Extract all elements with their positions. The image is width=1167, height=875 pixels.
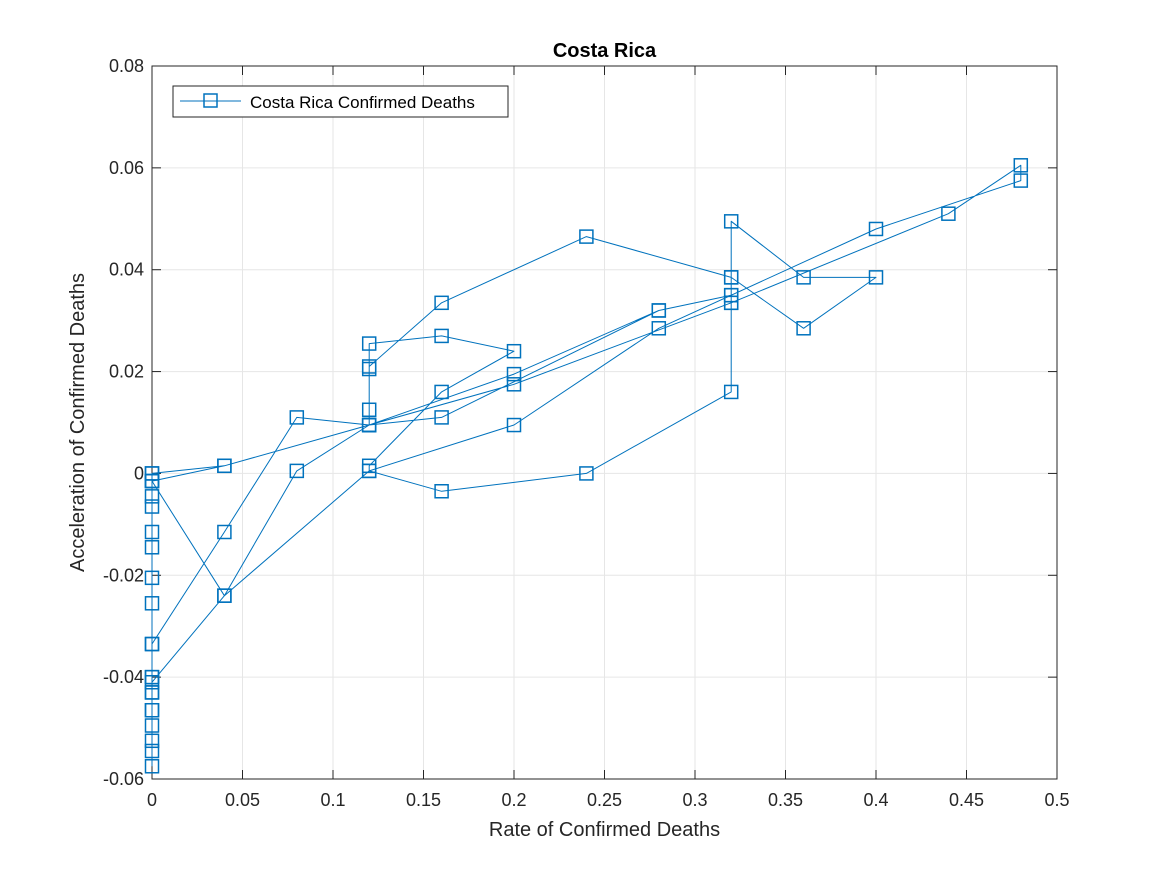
data-point	[1013, 158, 1029, 173]
y-tick-label: 0.08	[109, 56, 144, 76]
y-tick-label: 0.04	[109, 260, 144, 280]
data-point	[651, 321, 667, 336]
y-axis-label: Acceleration of Confirmed Deaths	[67, 273, 89, 572]
data-point	[144, 524, 160, 540]
data-point	[144, 540, 160, 555]
data-point	[144, 743, 160, 759]
x-tick-label: 0.1	[320, 790, 345, 810]
data-point	[144, 473, 160, 489]
y-tick-label: 0	[134, 463, 144, 483]
x-tick-label: 0.05	[225, 790, 260, 810]
y-tick-label: -0.02	[103, 565, 144, 585]
data-point	[579, 229, 594, 244]
data-point	[144, 718, 160, 733]
data-point	[144, 733, 160, 749]
x-tick-label: 0.3	[682, 790, 707, 810]
y-tick-label: 0.06	[109, 158, 144, 178]
x-tick-label: 0.15	[406, 790, 441, 810]
data-point	[723, 214, 739, 229]
data-point	[434, 410, 449, 425]
x-tick-label: 0.5	[1044, 790, 1069, 810]
data-point	[217, 458, 232, 474]
data-point	[144, 674, 160, 690]
data-point	[217, 524, 232, 540]
data-point	[361, 336, 377, 351]
legend-label: Costa Rica Confirmed Deaths	[250, 93, 475, 112]
data-point	[868, 221, 884, 237]
data-point	[506, 343, 522, 359]
data-point	[723, 384, 739, 400]
x-tick-label: 0.25	[587, 790, 622, 810]
data-point	[579, 466, 594, 481]
data-point	[361, 402, 377, 418]
data-point	[144, 489, 160, 504]
data-point	[723, 270, 739, 285]
data-point	[506, 366, 522, 382]
data-point	[361, 463, 377, 479]
y-tick-label: -0.06	[103, 769, 144, 789]
series	[144, 158, 1029, 774]
x-tick-label: 0.2	[501, 790, 526, 810]
y-tick-label: -0.04	[103, 667, 144, 687]
legend-marker	[203, 93, 218, 108]
data-point	[144, 759, 160, 774]
data-point	[723, 287, 739, 303]
data-point	[289, 410, 305, 425]
x-tick-label: 0.35	[768, 790, 803, 810]
x-tick-label: 0.45	[949, 790, 984, 810]
data-point	[144, 636, 160, 652]
data-point	[1013, 173, 1029, 188]
data-point	[796, 270, 811, 285]
data-point	[651, 303, 667, 318]
data-point	[434, 328, 449, 344]
data-point	[144, 499, 160, 514]
data-point	[361, 417, 377, 433]
axis-ticks: 0 0.05 0.1 0.15 0.2 0.25 0.3 0.35 0.4 0.45 0.5 -0.0…	[103, 56, 1070, 810]
data-point	[434, 295, 449, 311]
data-point	[434, 484, 449, 499]
series-line	[151, 164, 1022, 767]
data-point	[868, 270, 884, 285]
data-point	[144, 466, 160, 481]
data-point	[941, 206, 956, 221]
y-tick-label: 0.02	[109, 362, 144, 382]
data-point	[144, 596, 160, 611]
data-point	[723, 295, 739, 311]
data-point	[506, 417, 522, 433]
data-point	[217, 588, 232, 603]
legend: Costa Rica Confirmed Deaths	[172, 85, 509, 118]
data-point	[506, 377, 522, 392]
data-point	[289, 463, 305, 479]
data-point	[144, 702, 160, 718]
data-point	[144, 570, 160, 586]
x-axis-label: Rate of Confirmed Deaths	[489, 819, 720, 841]
chart-title: Costa Rica	[553, 40, 657, 62]
x-tick-label: 0	[147, 790, 157, 810]
data-point	[361, 359, 377, 374]
data-point	[144, 685, 160, 700]
data-point	[796, 321, 811, 336]
data-point	[434, 384, 449, 400]
x-tick-label: 0.4	[863, 790, 888, 810]
